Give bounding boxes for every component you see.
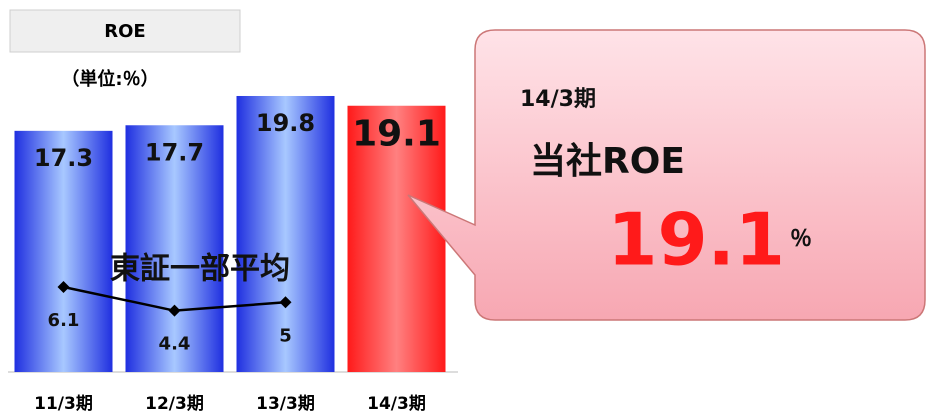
line-marker [168, 304, 181, 317]
series-label: 東証一部平均 [110, 252, 290, 287]
line-marker [57, 280, 70, 293]
data-label: 19.8 [256, 109, 315, 137]
callout-unit: ％ [790, 227, 812, 252]
callout-value: 19.1 [607, 198, 785, 282]
plot: 11/3期 12/3期 13/3期 14/3期 17.3 17.7 19.8 19.1 6.1 4… [14, 95, 446, 414]
x-tick-label: 12/3期 [145, 394, 204, 414]
callout-period: 14/3期 [520, 87, 596, 112]
data-label: 5 [279, 325, 292, 346]
x-tick-label: 14/3期 [367, 394, 426, 414]
data-label: 19.1 [352, 114, 441, 155]
data-label: 4.4 [159, 334, 191, 355]
line-marker [279, 296, 292, 309]
bar [125, 125, 224, 373]
data-label: 17.3 [34, 144, 93, 172]
data-label: 17.7 [145, 138, 204, 166]
x-tick-label: 11/3期 [34, 394, 93, 414]
unit-label: （単位:％） [61, 68, 158, 90]
callout-label: 当社ROE [530, 141, 685, 182]
bar [347, 105, 446, 372]
callout-bubble [407, 29, 926, 321]
data-label: 6.1 [48, 310, 80, 331]
bar [236, 95, 335, 372]
bar [14, 130, 113, 372]
x-tick-label: 13/3期 [256, 394, 315, 414]
chart-title: ROE [104, 21, 145, 42]
title-box [9, 9, 241, 53]
